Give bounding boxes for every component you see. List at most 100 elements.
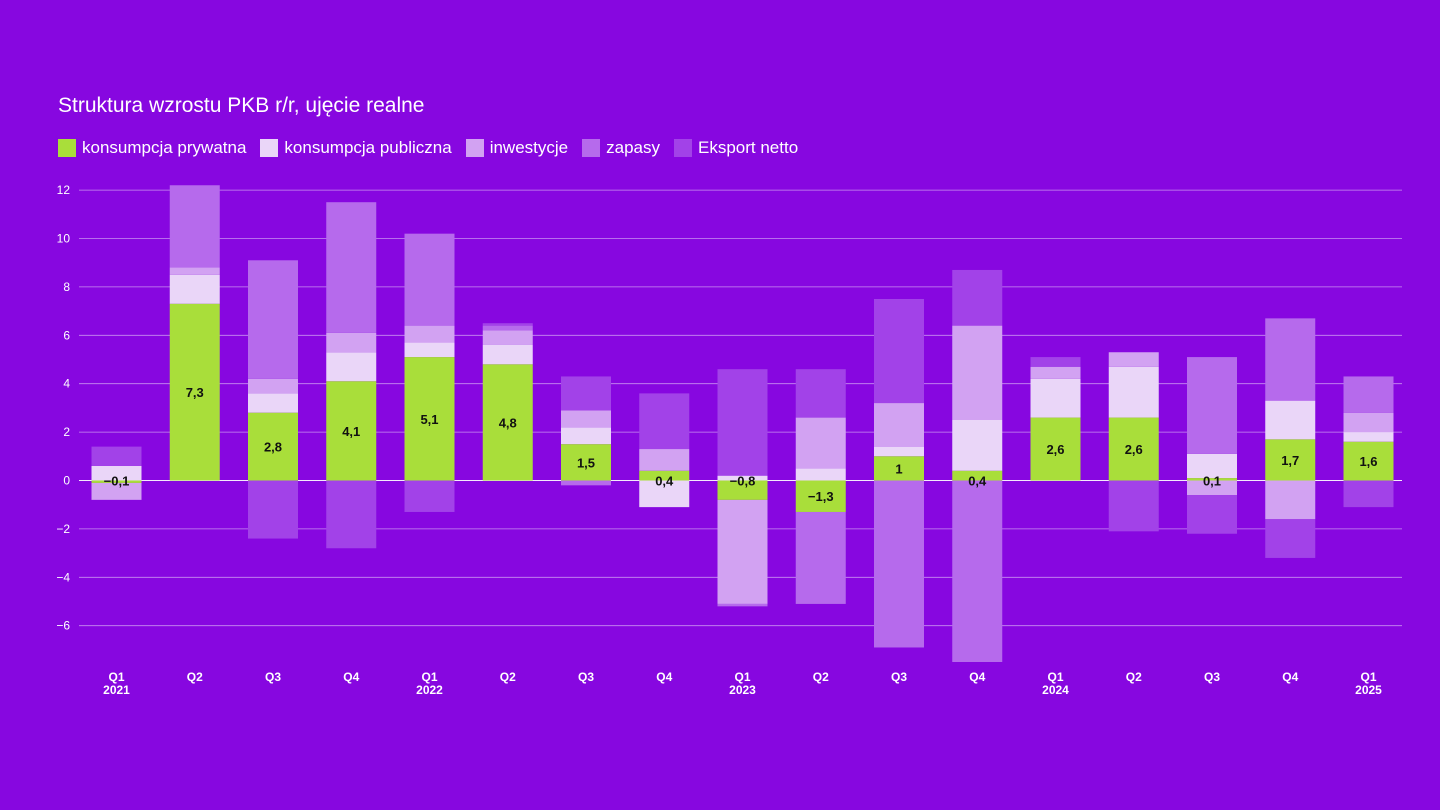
x-tick-quarter: Q2 — [1126, 670, 1142, 684]
bar-segment-consumption-private — [639, 470, 690, 481]
bar-segment-investment — [1108, 352, 1159, 367]
x-tick-quarter: Q3 — [578, 670, 594, 684]
chart-legend: konsumpcja prywatna konsumpcja publiczna… — [58, 138, 798, 158]
data-label: 1 — [895, 461, 902, 476]
x-tick-quarter: Q1 — [1047, 670, 1063, 684]
data-label: 1,7 — [1281, 453, 1299, 468]
bar-segment-net-exports — [561, 376, 611, 411]
bar-segment-consumption-public — [326, 352, 377, 382]
bar-segment-consumption-private — [874, 456, 924, 481]
data-label: 1,5 — [577, 455, 595, 470]
x-tick-quarter: Q2 — [813, 670, 829, 684]
x-tick-quarter: Q2 — [500, 670, 516, 684]
x-tick-quarter: Q4 — [343, 670, 359, 684]
bar-segment-consumption-private — [248, 412, 298, 481]
data-label: 0,4 — [655, 474, 674, 489]
bar-segment-inventories — [482, 325, 533, 331]
bar-segment-net-exports — [91, 446, 142, 466]
y-tick-label: 10 — [57, 232, 71, 246]
x-tick-quarter: Q1 — [1360, 670, 1376, 684]
bar-segment-net-exports — [952, 269, 1003, 326]
data-label: 2,8 — [264, 440, 282, 455]
x-tick-quarter: Q1 — [734, 670, 750, 684]
data-label: 2,6 — [1046, 442, 1064, 457]
chart-title: Struktura wzrostu PKB r/r, ujęcie realne — [58, 94, 425, 117]
bar-segment-inventories — [952, 480, 1003, 662]
y-tick-label: −4 — [56, 570, 70, 584]
bar-segment-consumption-public — [169, 274, 220, 304]
bar-segment-investment — [1187, 480, 1237, 496]
x-tick-quarter: Q1 — [421, 670, 437, 684]
bar-segment-consumption-public — [1187, 453, 1237, 479]
bar-segment-investment — [326, 332, 377, 353]
bar-segment-net-exports — [1187, 495, 1237, 534]
bar-segment-net-exports — [404, 480, 455, 512]
data-label: 0,1 — [1203, 474, 1221, 489]
bar-segment-investment — [482, 330, 533, 345]
bar-segment-investment — [795, 417, 846, 469]
bar-segment-consumption-public — [404, 342, 455, 358]
bar-segment-consumption-private — [91, 480, 142, 483]
bar-segment-consumption-public — [1108, 366, 1159, 418]
legend-swatch-consumption-public — [260, 139, 279, 157]
y-tick-label: 6 — [63, 328, 70, 342]
bar-segment-net-exports — [639, 393, 690, 450]
legend-swatch-consumption-private — [58, 139, 76, 157]
bar-segment-investment — [952, 325, 1003, 420]
x-tick-quarter: Q3 — [1204, 670, 1220, 684]
bar-segment-consumption-public — [639, 480, 690, 508]
bar-segment-consumption-private — [717, 480, 768, 500]
legend-swatch-inventories — [582, 139, 601, 157]
legend-swatch-net-exports — [673, 139, 692, 157]
data-label: 1,6 — [1359, 454, 1377, 469]
bar-segment-inventories — [717, 603, 768, 607]
bar-segment-inventories — [795, 511, 846, 604]
bar-segment-net-exports — [248, 480, 298, 539]
bar-segment-net-exports — [717, 369, 768, 476]
y-tick-label: 0 — [63, 474, 70, 488]
bar-segment-consumption-public — [248, 393, 298, 413]
bar-segment-investment — [639, 449, 690, 471]
legend-label-consumption-private: konsumpcja prywatna — [82, 138, 247, 157]
bar-segment-consumption-private — [561, 444, 611, 481]
bar-segment-consumption-public — [482, 344, 533, 365]
bar-segment-consumption-private — [404, 357, 455, 481]
y-tick-label: 4 — [63, 377, 70, 391]
bar-segment-investment — [1030, 366, 1081, 379]
bar-segment-net-exports — [795, 369, 846, 418]
bar-segment-consumption-private — [326, 381, 377, 481]
data-label: 2,6 — [1125, 442, 1143, 457]
y-tick-label: 12 — [57, 183, 71, 197]
y-tick-label: 2 — [63, 425, 70, 439]
x-tick-quarter: Q1 — [108, 670, 124, 684]
y-tick-label: −6 — [56, 619, 70, 633]
bar-segment-consumption-private — [1030, 417, 1081, 481]
data-label: −0,8 — [730, 474, 756, 489]
bar-segment-consumption-private — [482, 364, 533, 481]
legend-label-inventories: zapasy — [606, 138, 660, 157]
legend-label-investment: inwestycje — [489, 138, 569, 157]
bar-segment-investment — [1343, 412, 1394, 433]
legend-item-investment: inwestycje — [465, 138, 569, 158]
legend-item-consumption-private: konsumpcja prywatna — [58, 138, 246, 158]
x-tick-year: 2023 — [729, 683, 756, 697]
x-tick-quarter: Q3 — [265, 670, 281, 684]
x-tick-year: 2025 — [1355, 683, 1382, 697]
bar-segment-net-exports — [1343, 480, 1394, 508]
bar-segment-net-exports — [326, 480, 377, 549]
bar-segment-inventories — [169, 185, 220, 268]
bar-segment-inventories — [1265, 318, 1316, 401]
bar-segment-investment — [1265, 480, 1316, 520]
bar-segment-inventories — [1343, 376, 1394, 413]
legend-swatch-investment — [465, 139, 484, 157]
data-label: 4,1 — [342, 424, 360, 439]
bar-segment-consumption-public — [1343, 432, 1394, 442]
bar-segment-investment — [717, 499, 768, 604]
data-label: 4,8 — [499, 415, 517, 430]
bar-segment-investment — [248, 378, 298, 394]
bar-segment-net-exports — [1108, 480, 1159, 532]
data-label: −1,3 — [808, 489, 834, 504]
bar-segment-investment — [404, 325, 455, 343]
bar-segment-inventories — [1187, 357, 1237, 454]
